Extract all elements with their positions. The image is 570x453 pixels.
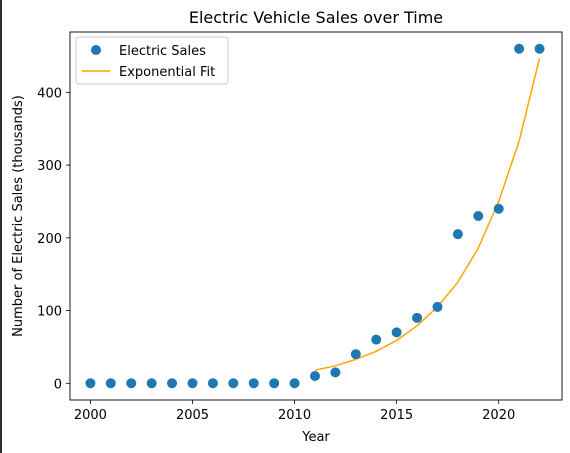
y-tick-label: 200 xyxy=(37,232,62,247)
scatter-point-2022 xyxy=(534,43,545,54)
scatter-point-2002 xyxy=(126,378,137,389)
scatter-point-2015 xyxy=(391,327,402,338)
y-axis-ticks: 0 100 200 300 400 xyxy=(37,86,70,392)
scatter-point-2018 xyxy=(452,229,463,240)
x-tick-label: 2020 xyxy=(482,408,515,423)
x-axis-label: Year xyxy=(301,430,330,445)
scatter-point-2021 xyxy=(514,43,525,54)
x-axis-ticks: 2000 2005 2010 2015 2020 xyxy=(74,400,515,423)
x-tick-label: 2000 xyxy=(74,408,107,423)
scatter-point-2001 xyxy=(105,378,116,389)
scatter-point-2011 xyxy=(309,371,320,381)
x-tick-label: 2005 xyxy=(176,408,209,423)
scatter-point-2019 xyxy=(473,211,484,221)
y-tick-label: 100 xyxy=(37,305,62,320)
scatter-point-2003 xyxy=(146,378,157,389)
scatter-point-2014 xyxy=(371,334,382,345)
scatter-point-2007 xyxy=(228,378,239,389)
y-axis-label: Number of Electric Sales (thousands) xyxy=(11,95,26,337)
fit-line-layer xyxy=(314,58,541,371)
scatter-point-2016 xyxy=(412,312,423,323)
plot-frame xyxy=(69,31,563,401)
y-tick-label: 0 xyxy=(54,377,62,392)
legend-label-exponential-fit: Exponential Fit xyxy=(119,65,215,80)
scatter-point-2013 xyxy=(350,349,361,360)
legend-box xyxy=(75,36,229,85)
scatter-points-layer xyxy=(85,43,545,389)
y-tick-label: 300 xyxy=(37,159,62,174)
x-tick-label: 2015 xyxy=(380,408,413,423)
plot-area xyxy=(70,32,562,400)
y-tick-label: 400 xyxy=(37,86,62,101)
scatter-point-2020 xyxy=(493,203,504,214)
legend-marker-electric-sales xyxy=(91,45,101,55)
scatter-point-2000 xyxy=(85,378,96,389)
scatter-point-2005 xyxy=(187,378,198,389)
scatter-point-2017 xyxy=(432,301,443,312)
x-tick-label: 2010 xyxy=(278,408,311,423)
legend: Electric Sales Exponential Fit xyxy=(75,36,229,85)
exponential-fit-line xyxy=(314,58,541,371)
scatter-point-2004 xyxy=(167,378,178,389)
scatter-point-2012 xyxy=(330,367,341,378)
scatter-point-2008 xyxy=(248,378,259,389)
legend-label-electric-sales: Electric Sales xyxy=(119,44,206,59)
scatter-point-2009 xyxy=(269,378,280,389)
scatter-point-2006 xyxy=(207,378,218,389)
scatter-point-2010 xyxy=(289,378,300,389)
window-edge xyxy=(0,0,2,453)
chart-title: Electric Vehicle Sales over Time xyxy=(189,8,443,27)
